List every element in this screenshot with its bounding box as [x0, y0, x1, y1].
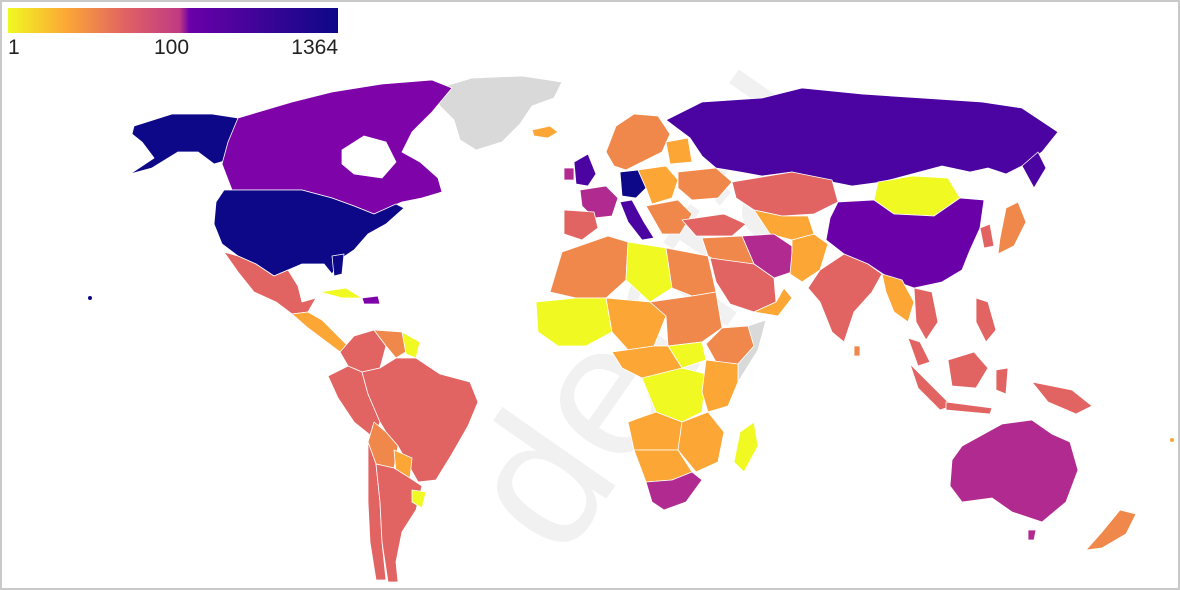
region-baltics[interactable]	[665, 137, 693, 165]
region-turkey[interactable]	[681, 213, 747, 237]
legend-max-label: 1364	[291, 36, 338, 59]
region-kamchatka[interactable]	[1021, 151, 1047, 189]
color-legend: 1 100 1364	[6, 6, 340, 59]
legend-min-label: 1	[8, 36, 20, 59]
region-central-america[interactable]	[291, 311, 349, 353]
region-east-africa[interactable]	[701, 359, 739, 413]
region-ireland[interactable]	[563, 167, 575, 181]
region-papua[interactable]	[1031, 381, 1093, 415]
region-philippines[interactable]	[975, 297, 997, 343]
region-india[interactable]	[807, 253, 883, 343]
region-iberia[interactable]	[563, 209, 599, 241]
region-venezuela[interactable]	[373, 329, 413, 359]
region-north-africa-west[interactable]	[549, 235, 629, 299]
region-afghanistan-pakistan[interactable]	[789, 233, 829, 283]
region-myanmar-thailand[interactable]	[881, 273, 915, 323]
region-central-europe[interactable]	[637, 165, 679, 205]
region-japan[interactable]	[997, 201, 1027, 255]
region-pacific-islands[interactable]	[1170, 438, 1174, 442]
region-uk[interactable]	[573, 153, 597, 187]
region-korea[interactable]	[979, 223, 995, 249]
legend-color-bar	[8, 8, 338, 33]
region-cuba[interactable]	[319, 287, 363, 299]
legend-mid-label: 100	[154, 36, 190, 59]
region-hispaniola[interactable]	[361, 295, 381, 305]
region-france[interactable]	[579, 185, 619, 219]
region-malaysia[interactable]	[907, 337, 931, 367]
region-new-zealand[interactable]	[1085, 509, 1137, 551]
region-libya[interactable]	[625, 241, 673, 303]
region-java[interactable]	[945, 401, 993, 415]
region-south-africa[interactable]	[645, 471, 703, 511]
region-alaska[interactable]	[129, 113, 239, 175]
region-germany[interactable]	[619, 169, 647, 199]
region-kazakhstan[interactable]	[731, 171, 839, 217]
region-vietnam[interactable]	[913, 287, 939, 341]
region-madagascar[interactable]	[733, 421, 759, 473]
region-yemen-oman[interactable]	[753, 287, 793, 317]
region-tasmania[interactable]	[1027, 529, 1037, 541]
region-sulawesi[interactable]	[995, 367, 1009, 395]
region-brazil[interactable]	[361, 357, 479, 483]
region-russia[interactable]	[665, 87, 1059, 187]
region-australia[interactable]	[949, 419, 1079, 523]
region-uruguay[interactable]	[411, 489, 427, 509]
region-sri-lanka[interactable]	[853, 345, 861, 357]
region-mexico[interactable]	[223, 251, 317, 315]
region-iceland[interactable]	[531, 125, 559, 139]
region-hudson-bay	[341, 135, 397, 179]
region-guianas[interactable]	[401, 331, 421, 359]
region-hawaii[interactable]	[88, 296, 92, 300]
region-china[interactable]	[825, 197, 985, 289]
region-florida[interactable]	[331, 253, 345, 277]
region-chad-sudan[interactable]	[649, 291, 723, 347]
region-greenland[interactable]	[431, 75, 563, 151]
region-west-africa[interactable]	[535, 297, 613, 347]
region-borneo[interactable]	[947, 351, 989, 389]
region-italy[interactable]	[619, 199, 655, 241]
region-argentina[interactable]	[375, 463, 423, 583]
